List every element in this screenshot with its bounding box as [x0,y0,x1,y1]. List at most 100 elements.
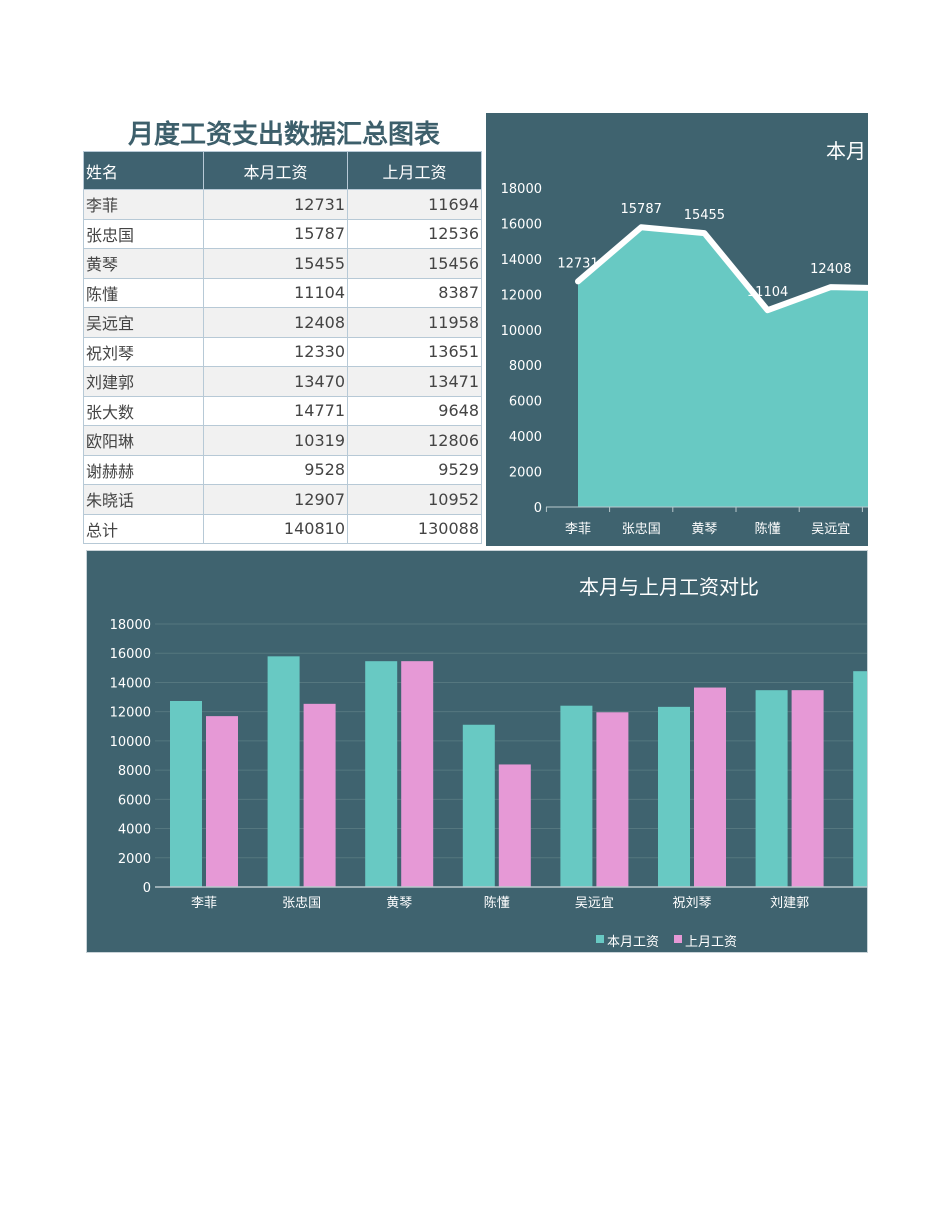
y-tick-label: 10000 [501,324,542,339]
table-row: 张大数 14771 9648 [83,395,482,426]
this-month-cell[interactable]: 12907 [203,484,348,515]
name-cell[interactable]: 吴远宜 [83,307,204,338]
this-month-cell[interactable]: 13470 [203,366,348,397]
name-cell[interactable]: 祝刘琴 [83,336,204,367]
x-tick-label: 陈懂 [484,895,510,911]
last-month-cell[interactable]: 12806 [347,425,482,456]
table-row: 张忠国 15787 12536 [83,218,482,249]
x-tick-label: 黄琴 [386,896,412,911]
data-label: 11104 [747,285,788,300]
y-tick-label: 6000 [118,793,151,808]
y-tick-label: 18000 [110,618,151,633]
area-chart-panel[interactable]: 本月 0 2000 4000 6000 8000 10000 12000 14000 16000 1… [486,113,868,546]
name-cell[interactable]: 刘建郭 [83,366,204,397]
last-month-cell[interactable]: 9529 [347,454,482,485]
this-month-cell[interactable]: 12731 [203,189,348,220]
data-label: 15455 [684,208,725,223]
x-tick-label: 李菲 [191,896,217,911]
bar-this-month [462,724,495,887]
bar-last-month [694,687,726,887]
table-header-row: 姓名 本月工资 上月工资 [83,151,482,190]
data-label: 15787 [621,202,662,217]
bar-this-month [755,690,788,887]
y-tick-label: 8000 [118,764,151,779]
name-cell[interactable]: 张大数 [83,395,204,426]
y-tick-label: 12000 [110,706,151,721]
chart-title: 本月 [826,139,866,163]
header-last-month: 上月工资 [347,151,482,190]
this-month-cell[interactable]: 15787 [203,218,348,249]
y-tick-label: 4000 [509,430,542,445]
last-month-cell[interactable]: 9648 [347,395,482,426]
y-tick-label: 2000 [118,852,151,867]
data-label: 12408 [810,262,851,277]
x-tick-label: 张忠国 [282,896,321,911]
table-row: 欧阳琳 10319 12806 [83,425,482,456]
x-tick-label: 吴远宜 [575,896,614,911]
legend-swatch-last-month [674,935,682,943]
this-month-cell[interactable]: 15455 [203,248,348,279]
legend-label: 上月工资 [685,935,737,950]
name-cell[interactable]: 张忠国 [83,218,204,249]
area-chart: 本月 0 2000 4000 6000 8000 10000 12000 14000 16000 1… [501,139,868,537]
bar-this-month [365,661,398,887]
this-month-cell[interactable]: 14771 [203,395,348,426]
table-row: 黄琴 15455 15456 [83,248,482,279]
y-tick-label: 6000 [509,395,542,410]
x-tick-label: 张忠国 [622,522,661,537]
bar-this-month [560,705,593,887]
last-month-cell[interactable]: 15456 [347,248,482,279]
table-row: 李菲 12731 11694 [83,189,482,220]
this-month-cell[interactable]: 10319 [203,425,348,456]
last-month-cell[interactable]: 11958 [347,307,482,338]
last-month-cell[interactable]: 13471 [347,366,482,397]
name-cell[interactable]: 欧阳琳 [83,425,204,456]
this-month-cell[interactable]: 140810 [203,513,348,544]
name-cell[interactable]: 谢赫赫 [83,454,204,485]
y-tick-label: 14000 [110,676,151,691]
x-tick-label: 李菲 [565,522,591,537]
x-tick-label: 陈懂 [755,521,781,537]
table-row: 谢赫赫 9528 9529 [83,454,482,485]
legend-swatch-this-month [596,935,604,943]
y-tick-label: 10000 [110,735,151,750]
last-month-cell[interactable]: 11694 [347,189,482,220]
y-tick-label: 0 [143,881,151,896]
page-title: 月度工资支出数据汇总图表 [127,120,440,150]
bar-last-month [596,712,629,887]
x-tick-label: 吴远宜 [811,522,850,537]
y-tick-label: 14000 [501,253,542,268]
table-row: 陈懂 11104 8387 [83,277,482,308]
y-tick-label: 12000 [501,288,542,303]
last-month-cell[interactable]: 130088 [347,513,482,544]
salary-table: 姓名 本月工资 上月工资 李菲 12731 11694 张忠国 15787 12536 黄琴… [83,151,482,544]
y-tick-label: 4000 [118,823,151,838]
bar-last-month [791,690,824,887]
bar-last-month [401,661,434,887]
y-tick-label: 2000 [509,466,542,481]
bar-last-month [498,764,531,887]
header-name: 姓名 [83,151,204,190]
name-cell[interactable]: 李菲 [83,189,204,220]
bar-chart-panel[interactable]: 本月与上月工资对比 0 2000 4000 6000 8000 10000 12000 1400… [86,550,868,953]
last-month-cell[interactable]: 13651 [347,336,482,367]
bar-last-month [206,716,238,887]
this-month-cell[interactable]: 12408 [203,307,348,338]
name-cell[interactable]: 总计 [83,513,204,544]
last-month-cell[interactable]: 8387 [347,277,482,308]
y-tick-label: 16000 [110,647,151,662]
x-tick-label: 黄琴 [691,522,717,537]
name-cell[interactable]: 陈懂 [83,277,204,308]
name-cell[interactable]: 黄琴 [83,248,204,279]
this-month-cell[interactable]: 9528 [203,454,348,485]
table-row: 祝刘琴 12330 13651 [83,336,482,367]
area-fill [578,227,868,507]
this-month-cell[interactable]: 12330 [203,336,348,367]
bar-this-month [658,706,690,887]
last-month-cell[interactable]: 12536 [347,218,482,249]
last-month-cell[interactable]: 10952 [347,484,482,515]
this-month-cell[interactable]: 11104 [203,277,348,308]
name-cell[interactable]: 朱晓话 [83,484,204,515]
table-row: 朱晓话 12907 10952 [83,484,482,515]
header-this-month: 本月工资 [203,151,348,190]
